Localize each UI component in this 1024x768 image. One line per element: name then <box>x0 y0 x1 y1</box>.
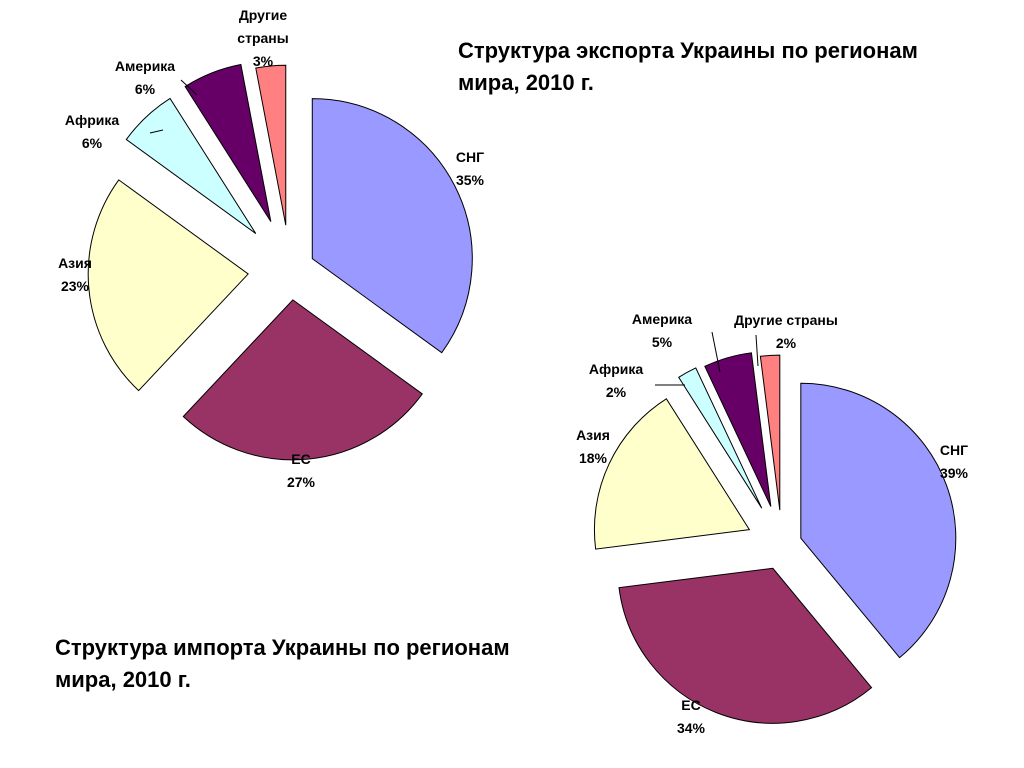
export-leader-africa <box>149 129 164 134</box>
export-slice-other <box>255 64 287 226</box>
export-label-america: Америка 6% <box>115 58 175 97</box>
export-slice-asia <box>87 179 249 392</box>
import-slice-america <box>704 352 772 507</box>
import-label-asia: Азия 18% <box>576 427 610 466</box>
export-slice-eu <box>182 299 423 461</box>
export-label-africa: Африка 6% <box>65 112 120 151</box>
import-leader-other <box>755 334 759 367</box>
import-label-other: Другие страны 2% <box>734 312 838 351</box>
export-label-other: Другие страны 3% <box>237 7 288 69</box>
export-slice-sng <box>311 98 473 354</box>
import-leader-america <box>711 331 721 373</box>
import-slice-other <box>759 354 781 511</box>
export-slice-africa <box>125 97 257 234</box>
export-slice-america <box>184 63 272 222</box>
export-leader-america <box>180 79 198 96</box>
import-slice-asia <box>593 398 751 550</box>
import-chart-title: Структура импорта Украины по регионам ми… <box>55 635 510 692</box>
import-slice-africa <box>678 367 763 509</box>
export-label-asia: Азия 23% <box>58 255 92 294</box>
import-pie: СНГ 39% ЕС 34% Азия 18% Африка 2% Америка 5% Други… <box>576 311 968 736</box>
import-label-sng: СНГ 39% <box>940 442 969 481</box>
import-label-america: Америка 5% <box>632 311 692 350</box>
import-label-africa: Африка 2% <box>589 361 644 400</box>
import-label-eu: ЕС 34% <box>677 697 706 736</box>
import-slice-eu <box>618 567 873 724</box>
import-slice-sng <box>800 382 957 659</box>
export-label-eu: ЕС 27% <box>287 451 316 490</box>
export-label-sng: СНГ 35% <box>456 149 485 188</box>
export-pie: СНГ 35% ЕС 27% Азия 23% Африка 6% Америка 6% Други… <box>58 7 484 490</box>
export-chart-title: Структура экспорта Украины по регионам м… <box>458 38 918 95</box>
